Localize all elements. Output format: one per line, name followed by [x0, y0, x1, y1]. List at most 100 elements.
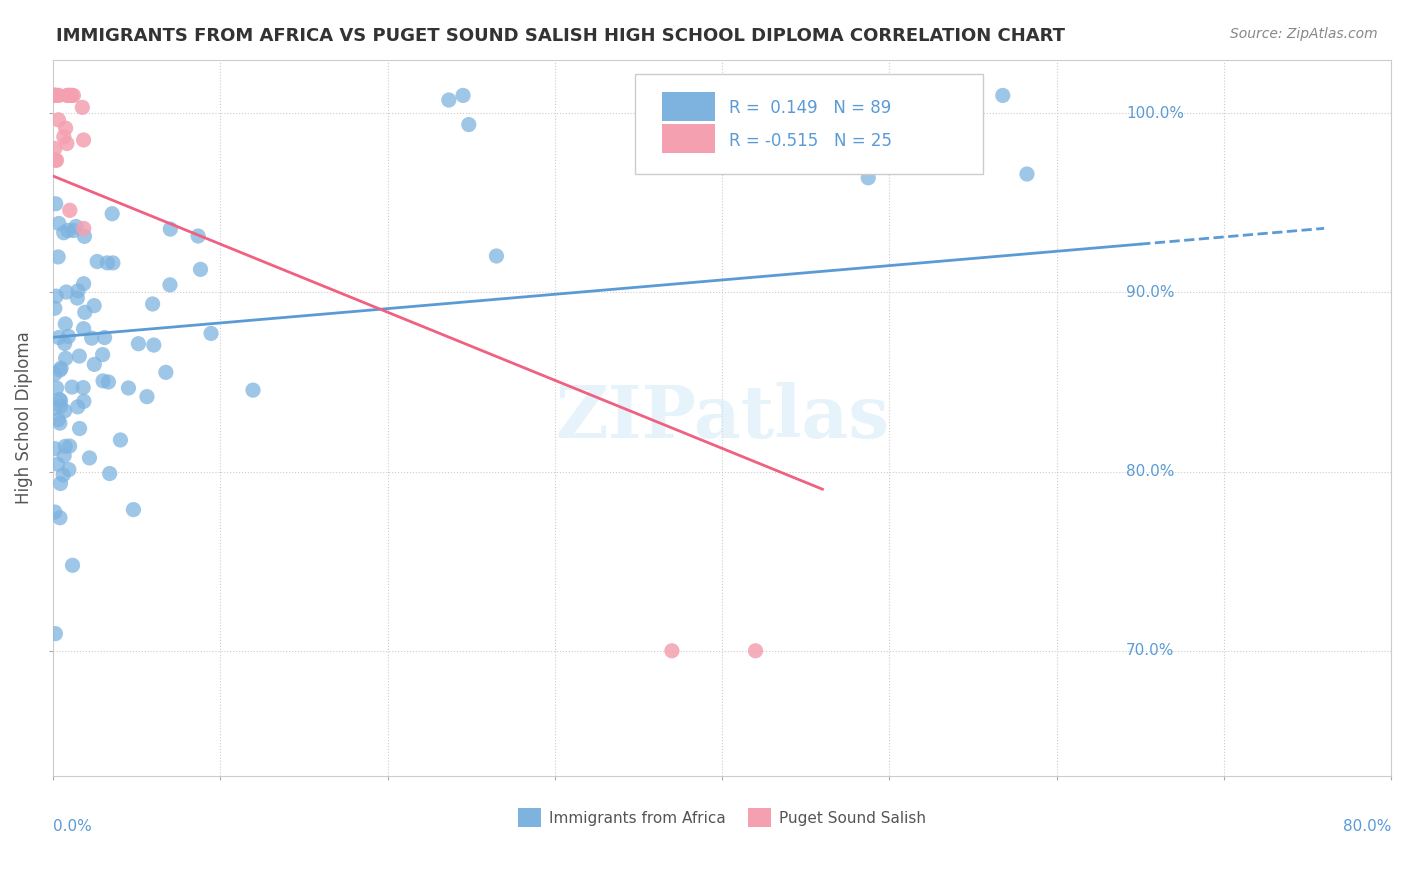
Point: [1015, 167, 1038, 181]
Legend: Immigrants from Africa, Puget Sound Salish: Immigrants from Africa, Puget Sound Sali…: [512, 802, 932, 833]
Point: [49, 510, 72, 524]
Point: [44, 88, 66, 103]
Point: [69, 421, 91, 435]
Point: [66, 400, 89, 414]
Point: [53, 439, 76, 453]
Point: [101, 256, 124, 270]
Point: [46, 457, 69, 471]
Point: [80, 331, 103, 345]
Point: [67, 349, 90, 363]
Point: [60, 88, 83, 103]
Point: [45, 381, 67, 395]
Point: [72, 321, 94, 335]
Point: [187, 229, 209, 244]
Point: [159, 222, 181, 236]
Point: [55, 285, 77, 299]
Point: [91, 348, 114, 362]
Point: [49, 393, 72, 408]
Point: [91, 374, 114, 388]
Point: [73, 394, 96, 409]
Point: [49, 361, 72, 376]
Point: [83, 358, 105, 372]
Point: [52, 226, 75, 240]
Point: [46, 412, 69, 426]
Point: [44, 141, 66, 155]
Point: [900, 88, 922, 103]
Point: [97, 375, 120, 389]
Point: [56, 223, 79, 237]
Text: IMMIGRANTS FROM AFRICA VS PUGET SOUND SALISH HIGH SCHOOL DIPLOMA CORRELATION CHA: IMMIGRANTS FROM AFRICA VS PUGET SOUND SA…: [56, 27, 1066, 45]
Point: [48, 88, 70, 103]
Point: [66, 291, 89, 305]
Point: [751, 88, 773, 103]
Point: [73, 305, 96, 319]
Point: [765, 133, 787, 147]
Point: [661, 644, 683, 658]
Point: [72, 381, 94, 395]
Point: [65, 219, 87, 234]
Point: [59, 88, 82, 103]
Point: [122, 502, 145, 516]
Point: [858, 170, 880, 185]
Point: [59, 439, 82, 453]
Point: [56, 136, 79, 151]
Point: [53, 336, 76, 351]
Point: [744, 644, 766, 658]
Text: 100.0%: 100.0%: [1126, 106, 1184, 120]
Point: [44, 88, 66, 103]
Point: [44, 88, 66, 103]
Point: [73, 229, 96, 244]
Point: [49, 399, 72, 413]
Point: [45, 196, 67, 211]
Text: R = -0.515   N = 25: R = -0.515 N = 25: [728, 132, 891, 150]
Point: [485, 249, 508, 263]
Point: [56, 88, 79, 103]
Point: [48, 392, 70, 407]
Point: [44, 505, 66, 519]
Point: [44, 367, 66, 381]
Point: [55, 121, 77, 136]
Text: 0.0%: 0.0%: [53, 819, 91, 834]
Point: [73, 221, 96, 235]
Point: [110, 433, 132, 447]
Text: 80.0%: 80.0%: [1343, 819, 1391, 834]
Point: [44, 88, 66, 103]
Point: [49, 416, 72, 430]
FancyBboxPatch shape: [636, 74, 983, 174]
Point: [190, 262, 212, 277]
Text: R =  0.149   N = 89: R = 0.149 N = 89: [728, 99, 891, 118]
Point: [98, 467, 121, 481]
Point: [45, 153, 67, 168]
Point: [59, 203, 82, 218]
Point: [58, 329, 80, 343]
Point: [451, 88, 474, 103]
Point: [142, 338, 165, 352]
Point: [44, 88, 66, 103]
Point: [72, 133, 94, 147]
Point: [46, 250, 69, 264]
Point: [58, 462, 80, 476]
Point: [991, 88, 1014, 103]
Point: [72, 100, 94, 114]
Point: [45, 88, 67, 103]
Point: [101, 207, 124, 221]
Point: [52, 129, 75, 144]
Text: ZIPatlas: ZIPatlas: [555, 383, 889, 453]
Point: [93, 330, 115, 344]
Point: [66, 284, 89, 298]
Point: [60, 380, 83, 394]
Y-axis label: High School Diploma: High School Diploma: [15, 332, 32, 504]
Point: [48, 330, 70, 344]
Point: [159, 277, 181, 292]
Bar: [662, 92, 716, 120]
Point: [200, 326, 222, 341]
Point: [53, 317, 76, 331]
Point: [62, 223, 84, 237]
Point: [242, 383, 264, 397]
Point: [52, 467, 75, 482]
Point: [457, 118, 479, 132]
Text: 80.0%: 80.0%: [1126, 464, 1174, 479]
Point: [127, 336, 149, 351]
Text: 70.0%: 70.0%: [1126, 643, 1174, 658]
Point: [117, 381, 139, 395]
